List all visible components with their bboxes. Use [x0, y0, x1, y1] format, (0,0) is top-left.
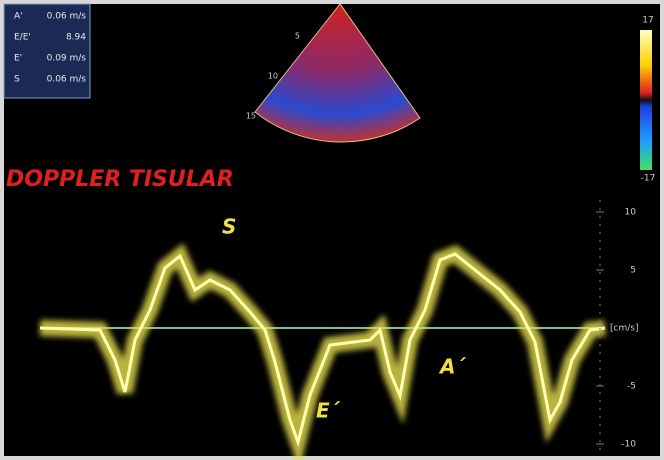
measurement-value: 0.06 m/s	[47, 12, 87, 22]
title: DOPPLER TISULAR	[6, 167, 234, 192]
color-min: -17	[641, 174, 656, 184]
color-max: 17	[642, 16, 653, 26]
measurement-label: E/E'	[14, 33, 31, 43]
measurement-value: 0.09 m/s	[47, 54, 87, 64]
scale-tick-label: 5	[630, 266, 636, 276]
scale-tick-label: 10	[625, 208, 637, 218]
measurement-label: S	[14, 75, 20, 85]
depth-label: 10	[268, 72, 278, 81]
scale-tick-label: -5	[627, 382, 636, 392]
depth-label: 15	[246, 112, 256, 121]
echo-sector	[254, 3, 421, 143]
measurement-label: A'	[14, 12, 23, 22]
measurement-box	[3, 3, 91, 99]
measurement-label: E'	[14, 54, 22, 64]
wave-label-s: S	[222, 215, 236, 239]
waveform	[39, 243, 607, 460]
wave-label-e: E´	[316, 399, 341, 423]
measurement-value: 0.06 m/s	[47, 75, 87, 85]
wave-label-a: A´	[438, 355, 466, 379]
color-bar	[640, 30, 652, 170]
measurement-value: 8.94	[66, 33, 86, 43]
scale-tick-label: -10	[621, 440, 636, 450]
depth-label: 5	[295, 32, 300, 41]
scale-unit: [cm/s]	[610, 324, 638, 334]
